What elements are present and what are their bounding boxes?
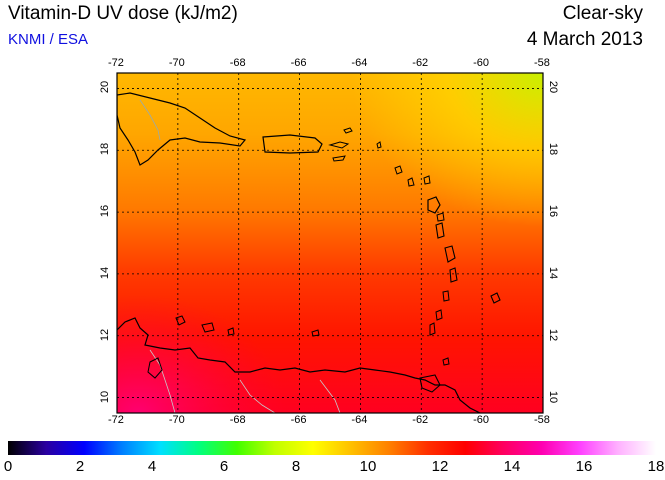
grenada-coastline [429, 322, 436, 336]
island [376, 141, 382, 149]
island [407, 177, 415, 187]
date-label: 4 March 2013 [526, 29, 643, 50]
colorbar-label: 10 [359, 458, 377, 475]
colorbar-label: 4 [147, 458, 157, 475]
colorbar-label: 2 [75, 458, 85, 475]
longitude-tick-label: -60 [473, 414, 490, 426]
colorbar-gradient [8, 441, 656, 455]
latitude-tick-label: 12 [547, 328, 560, 341]
latitude-tick-label: 20 [547, 81, 560, 94]
sky-mode-label: Clear-sky [562, 3, 643, 24]
longitude-tick-label: -66 [290, 414, 307, 426]
longitude-tick-label: -70 [168, 414, 185, 426]
latitude-tick-label: 18 [99, 143, 112, 156]
lake-maracaibo [147, 357, 163, 379]
uv-field-south-west [117, 73, 543, 413]
colorbar-label: 12 [431, 458, 449, 475]
border-line [239, 379, 276, 413]
island [343, 127, 353, 134]
south-america-coastline [117, 317, 481, 413]
latitude-tick-label: 10 [99, 390, 112, 403]
island [423, 175, 431, 185]
border-line [139, 99, 161, 141]
island [435, 309, 443, 321]
map-frame [116, 72, 544, 414]
colorbar-label: 0 [3, 458, 13, 475]
longitude-tick-label: -58 [534, 414, 550, 426]
border-line [149, 349, 176, 413]
latitude-tick-label: 18 [547, 143, 560, 156]
graticule [117, 73, 543, 413]
longitude-tick-label: -70 [168, 57, 185, 69]
tobago-coastline [442, 357, 450, 366]
longitude-tick-label: -68 [229, 57, 246, 69]
map-title: Vitamin-D UV dose (kJ/m2) [8, 3, 238, 24]
saint-vincent-coastline [442, 290, 450, 302]
longitude-tick-label: -60 [473, 57, 490, 69]
longitude-tick-label: -58 [534, 57, 550, 69]
latitude-tick-label: 14 [99, 266, 112, 280]
longitude-tick-label: -62 [412, 414, 429, 426]
hispaniola-coastline [117, 92, 247, 166]
puerto-rico-coastline [262, 134, 323, 154]
island [394, 165, 403, 175]
latitude-tick-label: 14 [547, 266, 560, 280]
border-line [319, 379, 341, 413]
latitude-tick-label: 20 [99, 81, 112, 94]
trinidad-coastline [419, 374, 441, 393]
barbados-coastline [490, 292, 501, 304]
latitude-tick-label: 10 [547, 390, 560, 403]
colorbar-label: 18 [647, 458, 665, 475]
guadeloupe-coastline [427, 196, 441, 214]
longitude-tick-label: -62 [412, 57, 429, 69]
longitude-tick-label: -64 [351, 57, 368, 69]
martinique-coastline [444, 245, 456, 263]
longitude-tick-label: -66 [290, 57, 307, 69]
longitude-tick-label: -68 [229, 414, 246, 426]
longitude-tick-label: -64 [351, 414, 368, 426]
longitude-tick-label: -72 [108, 414, 124, 426]
island [332, 155, 346, 162]
bonaire-coastline [227, 327, 235, 336]
saint-lucia-coastline [449, 267, 458, 283]
island [311, 329, 320, 337]
latitude-tick-label: 16 [547, 204, 560, 218]
dominica-coastline [435, 222, 445, 239]
colorbar-label: 14 [503, 458, 521, 475]
longitude-tick-label: -72 [108, 57, 124, 69]
credit-label: KNMI / ESA [8, 31, 89, 48]
latitude-tick-label: 12 [99, 328, 112, 341]
aruba-coastline [175, 315, 186, 326]
island [328, 141, 350, 149]
colorbar-label: 16 [575, 458, 593, 475]
colorbar [8, 441, 656, 455]
latitude-tick-label: 16 [99, 204, 112, 218]
colorbar-label: 6 [219, 458, 229, 475]
colorbar-label: 8 [291, 458, 301, 475]
island [436, 212, 445, 222]
curacao-coastline [201, 322, 215, 333]
